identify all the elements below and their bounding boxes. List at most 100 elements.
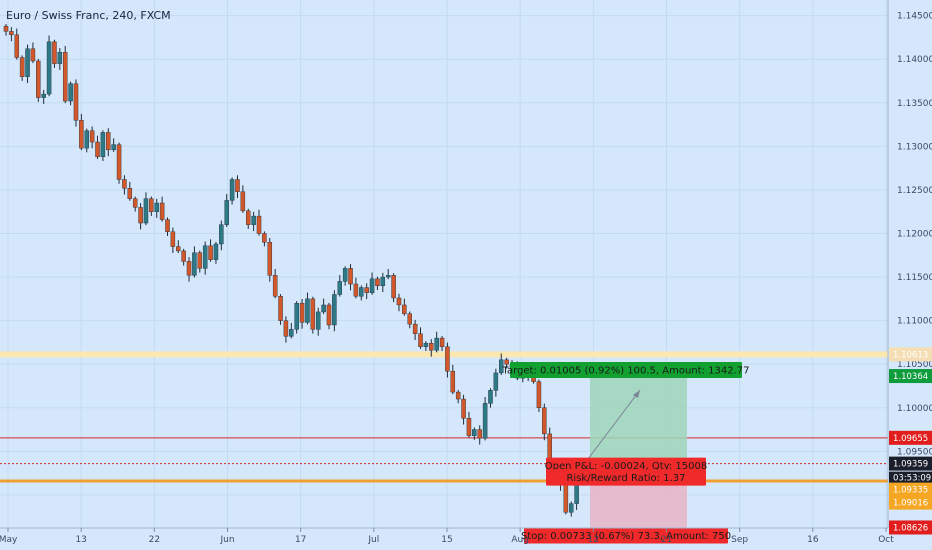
candle-body — [423, 343, 429, 347]
stop-label-box[interactable] — [524, 527, 728, 544]
candle — [213, 241, 219, 264]
candle — [14, 28, 20, 60]
time-tick-label: Oct — [878, 535, 894, 545]
candle-body — [380, 276, 386, 286]
candle-body — [429, 343, 434, 351]
candle-body — [348, 268, 353, 285]
price-tick-label: 1.14000 — [897, 55, 932, 65]
candle-body — [439, 337, 445, 347]
candle-body — [41, 93, 46, 98]
profit-zone[interactable] — [590, 376, 687, 464]
candle-body — [170, 231, 176, 247]
price-badge[interactable] — [889, 520, 932, 535]
candle — [192, 246, 197, 278]
candle-body — [14, 34, 20, 58]
candle — [423, 341, 429, 351]
candle-body — [536, 381, 542, 408]
candle — [375, 276, 380, 291]
candle-body — [154, 202, 159, 212]
candle-body — [434, 337, 439, 351]
candle-body — [165, 219, 170, 232]
candle — [122, 175, 127, 195]
candle — [326, 302, 332, 330]
candle — [429, 339, 434, 357]
candle — [380, 272, 386, 293]
candle-body — [176, 246, 181, 252]
candle-body — [272, 275, 278, 297]
candle — [418, 327, 423, 349]
candle — [321, 298, 326, 315]
candle — [299, 298, 305, 329]
countdown-label: 03:53:09 — [893, 474, 931, 484]
candle — [57, 48, 63, 70]
price-badge[interactable] — [889, 430, 932, 445]
candle — [472, 427, 477, 440]
price-axis[interactable]: 1.14500 1.14000 1.13500 1.13000 1.12500 1.120… — [889, 12, 932, 535]
price-tick-label: 1.11500 — [897, 273, 932, 283]
position-tool[interactable]: Target: 0.01005 (0.92%) 100.5, Amount: 1… — [502, 362, 750, 544]
candle-body — [267, 242, 273, 276]
candle — [488, 388, 493, 408]
candle-body — [186, 261, 192, 276]
candle — [267, 237, 273, 282]
candle — [289, 323, 294, 339]
candle — [493, 368, 499, 397]
time-tick-label: Sep — [731, 535, 748, 545]
price-badge[interactable] — [889, 482, 932, 497]
candle-body — [466, 418, 472, 436]
time-tick-label: 12 — [588, 535, 599, 545]
candle — [106, 128, 111, 157]
candle — [224, 194, 229, 227]
candle-body — [472, 429, 477, 436]
candle-body — [122, 179, 127, 189]
candle-body — [568, 503, 574, 513]
candle — [132, 196, 138, 212]
candle — [84, 128, 89, 153]
risk-reward-label-box[interactable] — [546, 469, 706, 486]
candle — [466, 411, 472, 438]
candle-body — [240, 191, 246, 212]
candle-body — [488, 390, 493, 404]
time-tick-label: 13 — [75, 535, 86, 545]
price-badge-label: 1.08626 — [893, 523, 928, 533]
price-tick-label: 1.12500 — [897, 186, 932, 196]
time-axis[interactable]: May 13 22 Jun 17 Jul 15 Aug 12 21 Sep 16 Oct — [0, 528, 894, 545]
candle — [149, 196, 154, 216]
candle — [116, 142, 122, 184]
candle-body — [353, 283, 359, 297]
time-tick-label: 22 — [149, 535, 160, 545]
candle-body — [19, 57, 25, 77]
candle — [229, 177, 235, 205]
candle — [68, 81, 73, 106]
price-badge[interactable] — [889, 495, 932, 510]
candle — [46, 35, 52, 97]
price-badge-label: 1.09655 — [893, 434, 928, 444]
candle — [278, 294, 283, 325]
position-zones[interactable] — [590, 376, 687, 528]
target-label: Target: 0.01005 (0.92%) 100.5, Amount: 1… — [502, 366, 750, 377]
candle — [240, 185, 246, 213]
candle-body — [202, 245, 208, 269]
candle-body — [251, 215, 256, 225]
candle-body — [402, 304, 407, 314]
level-lines — [0, 351, 888, 483]
price-badge[interactable] — [889, 369, 932, 384]
candle — [294, 301, 299, 334]
candle-body — [310, 298, 316, 330]
candle-body — [321, 304, 326, 313]
candle-body — [391, 275, 396, 299]
candle — [36, 58, 41, 102]
candle — [332, 290, 337, 332]
candle — [197, 250, 203, 273]
candle-body — [289, 329, 294, 337]
candle — [181, 248, 186, 266]
price-badge[interactable] — [889, 456, 932, 471]
candle — [89, 126, 95, 149]
candle — [359, 285, 364, 301]
target-label-box[interactable] — [510, 362, 742, 379]
price-badge[interactable] — [889, 347, 932, 362]
price-badge-label: 1.10613 — [893, 350, 928, 360]
candle — [235, 175, 240, 199]
chart-title: Euro / Swiss Franc, 240, FXCM — [6, 9, 171, 22]
